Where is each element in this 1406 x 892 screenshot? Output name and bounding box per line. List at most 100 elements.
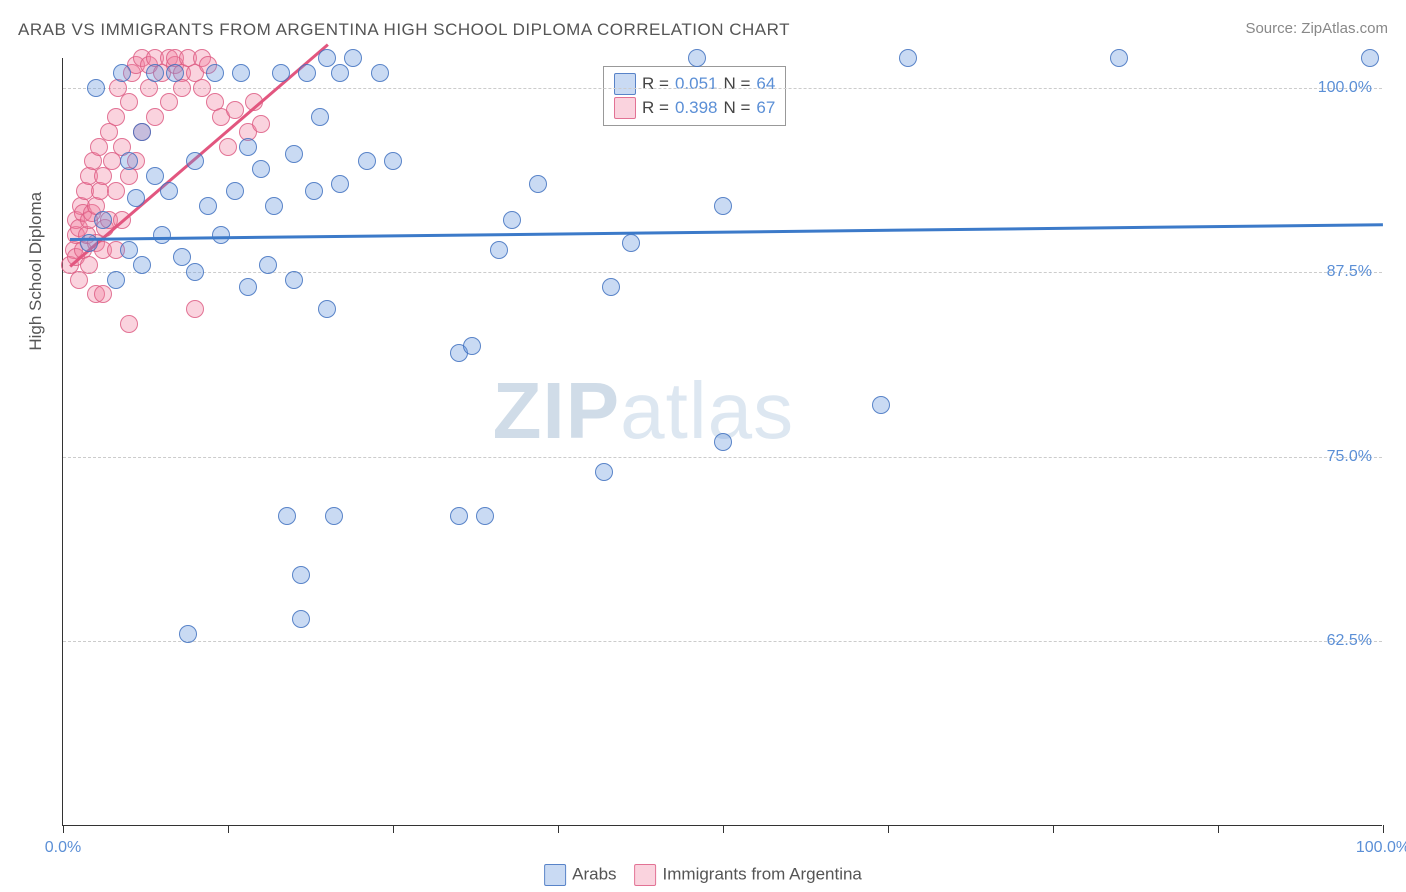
data-point-blue (872, 396, 890, 414)
data-point-blue (714, 197, 732, 215)
data-point-blue (226, 182, 244, 200)
legend-correlation-box: R = 0.051 N = 64R = 0.398 N = 67 (603, 66, 786, 126)
legend-swatch-blue (614, 73, 636, 95)
data-point-pink (252, 115, 270, 133)
data-point-blue (206, 64, 224, 82)
data-point-blue (622, 234, 640, 252)
legend-row: R = 0.051 N = 64 (614, 73, 775, 95)
data-point-blue (450, 507, 468, 525)
data-point-pink (193, 79, 211, 97)
data-point-blue (259, 256, 277, 274)
x-tick (1053, 825, 1054, 833)
gridline (63, 457, 1382, 458)
data-point-blue (331, 64, 349, 82)
data-point-blue (107, 271, 125, 289)
data-point-blue (384, 152, 402, 170)
data-point-blue (173, 248, 191, 266)
gridline (63, 88, 1382, 89)
data-point-blue (272, 64, 290, 82)
legend-series: Arabs Immigrants from Argentina (544, 864, 862, 886)
data-point-pink (80, 256, 98, 274)
gridline (63, 272, 1382, 273)
data-point-blue (899, 49, 917, 67)
data-point-blue (285, 271, 303, 289)
data-point-blue (503, 211, 521, 229)
data-point-blue (179, 625, 197, 643)
data-point-blue (127, 189, 145, 207)
data-point-blue (120, 152, 138, 170)
trend-line-blue (70, 223, 1383, 240)
data-point-pink (103, 152, 121, 170)
legend-swatch-pink (635, 864, 657, 886)
chart-title: ARAB VS IMMIGRANTS FROM ARGENTINA HIGH S… (18, 20, 790, 40)
data-point-pink (90, 138, 108, 156)
watermark-bold: ZIP (493, 366, 620, 455)
x-tick (1218, 825, 1219, 833)
chart-container: ARAB VS IMMIGRANTS FROM ARGENTINA HIGH S… (0, 0, 1406, 892)
data-point-blue (199, 197, 217, 215)
data-point-blue (94, 211, 112, 229)
data-point-blue (113, 64, 131, 82)
legend-swatch-pink (614, 97, 636, 119)
data-point-blue (318, 49, 336, 67)
legend-label: Arabs (572, 864, 616, 883)
data-point-blue (529, 175, 547, 193)
data-point-blue (80, 234, 98, 252)
data-point-blue (87, 79, 105, 97)
data-point-blue (325, 507, 343, 525)
data-point-pink (120, 315, 138, 333)
legend-label: Immigrants from Argentina (663, 864, 862, 883)
data-point-blue (602, 278, 620, 296)
legend-row: R = 0.398 N = 67 (614, 97, 775, 119)
data-point-pink (70, 271, 88, 289)
data-point-blue (232, 64, 250, 82)
data-point-blue (1361, 49, 1379, 67)
legend-r-value: 0.398 (675, 98, 718, 118)
data-point-blue (1110, 49, 1128, 67)
data-point-blue (298, 64, 316, 82)
x-tick (888, 825, 889, 833)
data-point-blue (305, 182, 323, 200)
data-point-blue (292, 610, 310, 628)
data-point-blue (133, 256, 151, 274)
watermark: ZIPatlas (493, 365, 794, 457)
data-point-blue (146, 167, 164, 185)
plot-area: ZIPatlas R = 0.051 N = 64R = 0.398 N = 6… (62, 58, 1382, 826)
data-point-pink (219, 138, 237, 156)
legend-n-value: 64 (756, 74, 775, 94)
data-point-pink (146, 108, 164, 126)
data-point-blue (146, 64, 164, 82)
data-point-blue (318, 300, 336, 318)
data-point-blue (186, 152, 204, 170)
gridline (63, 641, 1382, 642)
source-attribution: Source: ZipAtlas.com (1245, 20, 1388, 37)
data-point-blue (120, 241, 138, 259)
data-point-blue (239, 278, 257, 296)
y-tick-label: 100.0% (1318, 79, 1372, 97)
legend-swatch-blue (544, 864, 566, 886)
data-point-blue (688, 49, 706, 67)
data-point-blue (239, 138, 257, 156)
data-point-blue (344, 49, 362, 67)
data-point-blue (153, 226, 171, 244)
legend-r-label: R = (642, 74, 669, 94)
legend-n-label: N = (723, 98, 750, 118)
data-point-pink (160, 93, 178, 111)
x-tick-label: 0.0% (45, 839, 81, 857)
legend-item-blue: Arabs (544, 864, 616, 886)
legend-item-pink: Immigrants from Argentina (635, 864, 862, 886)
data-point-blue (278, 507, 296, 525)
x-tick (558, 825, 559, 833)
y-axis-title: High School Diploma (26, 192, 46, 351)
x-tick (228, 825, 229, 833)
data-point-blue (476, 507, 494, 525)
x-tick-label: 100.0% (1356, 839, 1406, 857)
x-tick (393, 825, 394, 833)
data-point-blue (714, 433, 732, 451)
watermark-light: atlas (620, 366, 794, 455)
data-point-blue (463, 337, 481, 355)
data-point-blue (311, 108, 329, 126)
data-point-blue (133, 123, 151, 141)
y-tick-label: 75.0% (1327, 448, 1372, 466)
data-point-blue (331, 175, 349, 193)
